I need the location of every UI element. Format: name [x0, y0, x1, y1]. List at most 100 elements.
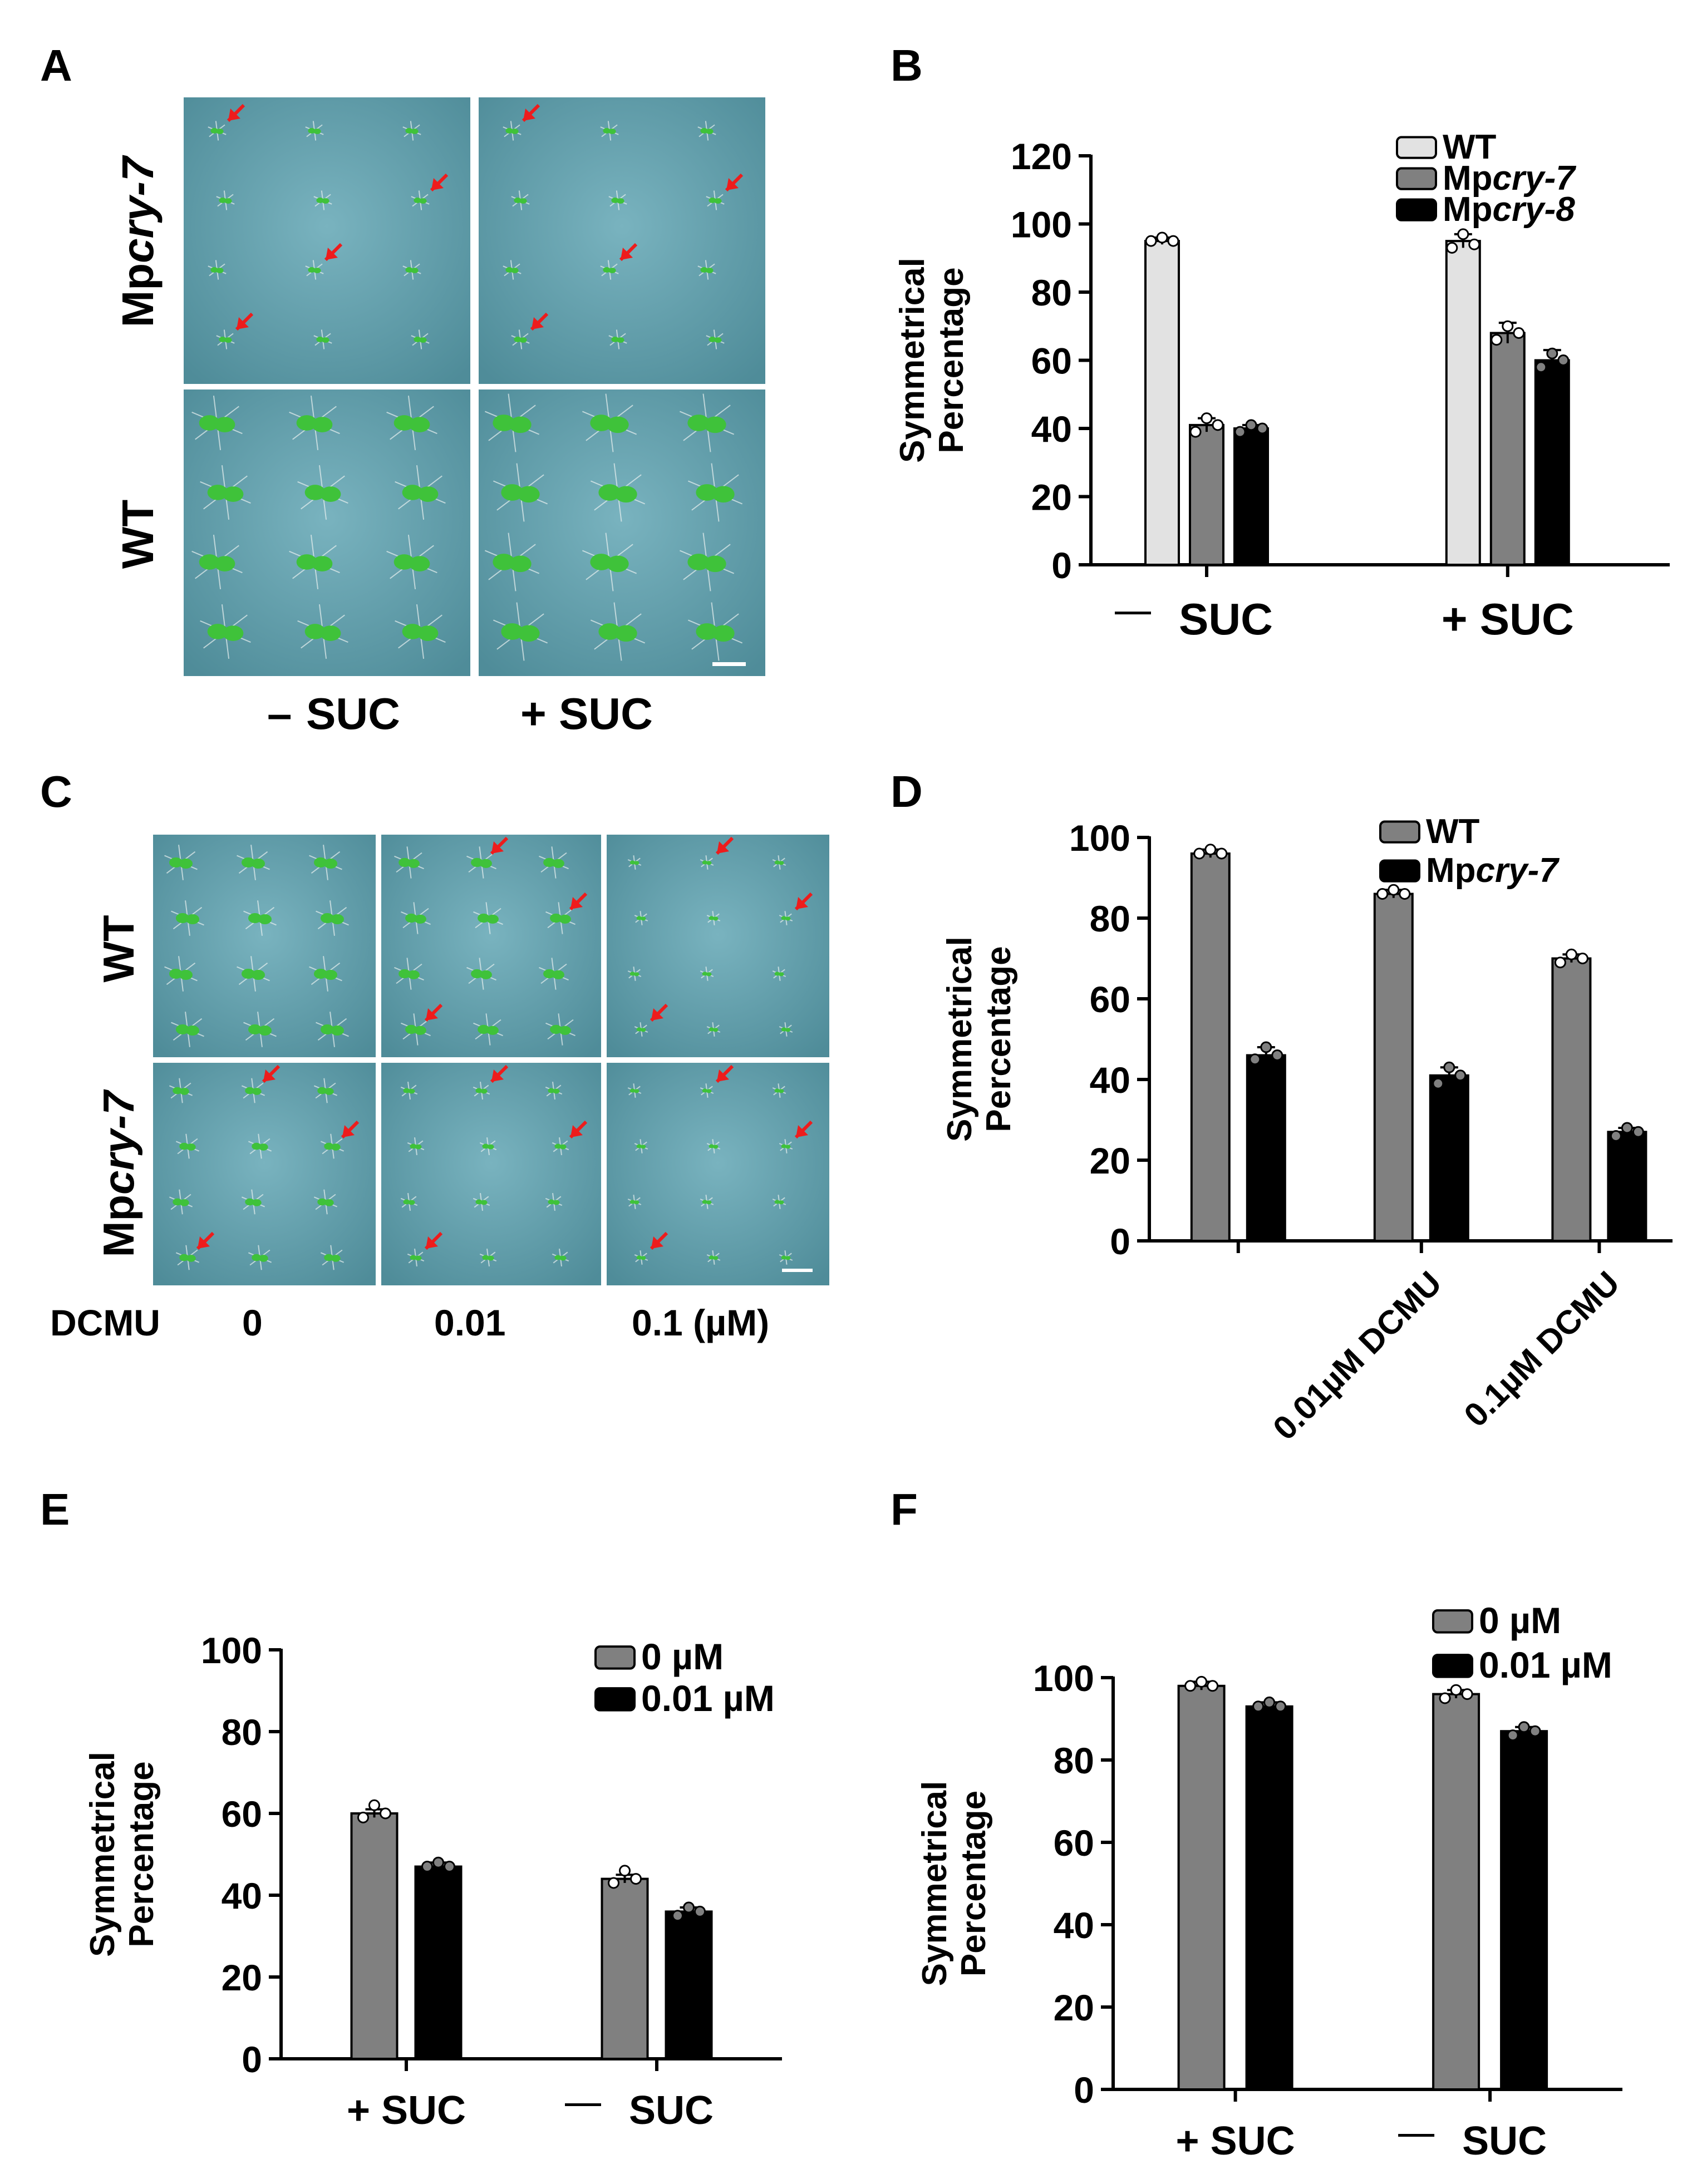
legend-swatch [1379, 859, 1420, 883]
chart-f: 0 20 40 60 80 100 Symmetrical Percentage + SUC SU… [916, 1600, 1622, 2163]
bar [1177, 1684, 1226, 2091]
seedling [706, 1250, 721, 1265]
x-category-label: 0.1µM DCMU [1457, 1264, 1626, 1434]
y-tick-label: 80 [1031, 272, 1072, 313]
seedling [687, 463, 743, 522]
legend-label: 0.01 µM [1479, 1644, 1612, 1685]
panel-letter-e: E [40, 1485, 70, 1534]
col-label-c-0: 0 [242, 1302, 263, 1343]
data-point [1252, 1700, 1265, 1713]
legend-label: WT [1443, 128, 1497, 166]
seedling [772, 967, 786, 981]
data-point [1461, 1688, 1473, 1700]
red-arrow-icon [490, 836, 509, 855]
seedling [772, 1083, 786, 1098]
data-point [630, 1873, 642, 1885]
data-point [1502, 320, 1514, 332]
data-point [1432, 1077, 1444, 1089]
y-tick-label: 20 [222, 1957, 262, 1998]
data-point [1376, 888, 1389, 900]
seedling [679, 533, 735, 591]
seedling [237, 845, 270, 880]
row-label-c-mpcry7: Mpcry-7 [94, 1089, 143, 1258]
seedling [237, 956, 270, 992]
photo-c-mpcry7-001 [381, 1063, 601, 1285]
data-point [1263, 1696, 1276, 1708]
data-point [1193, 847, 1206, 860]
data-point [1454, 1069, 1467, 1082]
bar [1607, 1131, 1647, 1242]
bar [1445, 240, 1481, 566]
scale-bar [712, 662, 746, 666]
seedling [320, 1245, 345, 1270]
legend-label: 0 µM [641, 1636, 724, 1677]
data-point [1513, 327, 1525, 339]
seedling [169, 1078, 193, 1103]
seedling [473, 1192, 490, 1211]
bar [414, 1865, 463, 2060]
seedling [582, 533, 637, 591]
bar [1432, 1693, 1480, 2091]
panel-letter-a: A [40, 41, 72, 90]
seedling [697, 121, 716, 141]
y-tick-label: 80 [1090, 898, 1130, 939]
data-point [1443, 1061, 1455, 1073]
seedling [545, 1013, 575, 1046]
bar [1245, 1705, 1293, 2091]
data-point [1529, 1725, 1541, 1737]
seedling [394, 958, 424, 990]
red-arrow-icon [522, 103, 540, 122]
y-tick-label: 60 [1054, 1822, 1094, 1863]
bar [1534, 359, 1570, 566]
data-point [1399, 888, 1411, 900]
x-category-label: + SUC [1176, 2119, 1295, 2163]
photo-c-wt-0 [153, 835, 376, 1057]
seedling [402, 260, 421, 280]
y-tick-label: 60 [1031, 340, 1072, 381]
data-point [1468, 238, 1480, 250]
y-tick-label: 20 [1054, 1987, 1094, 2028]
data-point [1518, 1721, 1530, 1733]
data-point [380, 1807, 391, 1820]
data-point [1546, 347, 1558, 359]
data-point [1554, 957, 1566, 969]
seedling [169, 1189, 193, 1215]
y-axis-label: Percentage [980, 946, 1018, 1132]
legend-swatch [1432, 1654, 1473, 1678]
red-arrow-icon [715, 1064, 734, 1083]
data-point [421, 1861, 433, 1873]
seedling [539, 846, 569, 879]
data-point [1156, 231, 1168, 244]
red-arrow-icon [650, 1231, 668, 1250]
panel-a-photo-grid [184, 97, 765, 676]
seedling [700, 1083, 714, 1098]
seedling [200, 604, 251, 659]
seedling [289, 395, 340, 451]
seedling [411, 329, 430, 349]
seedling [479, 1248, 497, 1267]
seedling [313, 329, 332, 349]
y-tick-label: 0 [1074, 2069, 1094, 2111]
data-point [444, 1861, 455, 1873]
seedling [779, 911, 793, 925]
seedling [394, 846, 424, 879]
bar [665, 1910, 713, 2060]
seedling [473, 902, 503, 934]
legend-label: WT [1426, 812, 1480, 851]
data-point [1204, 844, 1217, 856]
red-arrow-icon [430, 173, 449, 192]
seedling [627, 967, 642, 981]
seedling [503, 121, 522, 141]
seedling [687, 602, 743, 661]
seedling [484, 393, 540, 452]
bar [1189, 423, 1224, 566]
y-tick-label: 60 [222, 1793, 262, 1835]
bar [1500, 1730, 1548, 2091]
data-point [1275, 1700, 1287, 1713]
seedling [243, 900, 277, 936]
seedling [600, 260, 619, 280]
seedling [706, 1139, 721, 1153]
seedling [164, 845, 198, 880]
x-category-label: SUC [1179, 594, 1273, 644]
seedling [772, 1195, 786, 1209]
